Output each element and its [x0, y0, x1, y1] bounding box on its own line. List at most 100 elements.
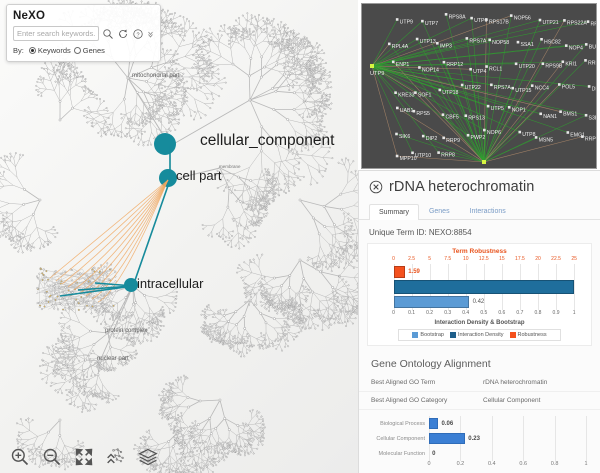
legend-interaction-density: Interaction Density — [449, 332, 504, 338]
legend-robustness: Robustness — [509, 332, 547, 338]
robustness-top-axis: 0 2.5 5 7.5 10 12.5 15 17.5 20 22.5 25 — [372, 256, 587, 264]
legend-interaction-density-label: Interaction Density — [457, 332, 504, 338]
layers-icon[interactable] — [138, 447, 158, 467]
gridline — [586, 416, 587, 431]
collapse-icon[interactable] — [147, 28, 154, 40]
robustness-top-tick: 2.5 — [408, 256, 416, 262]
robustness-bottom-tick: 0.2 — [426, 310, 434, 316]
gene-interaction-network[interactable]: UTP9 UTP7 RPS8A UTP6 RPS17B NOP56 UTP21 RPS22A R… — [361, 3, 597, 169]
help-icon[interactable]: ? — [132, 28, 144, 40]
detail-tabs: Summary Genes Interactions — [359, 199, 600, 220]
robustness-bottom-tick: 0.3 — [444, 310, 452, 316]
gridline — [586, 446, 587, 461]
robustness-top-tick: 17.5 — [515, 256, 525, 262]
app-title: NeXO — [13, 10, 46, 22]
gridline — [523, 416, 525, 431]
gridline — [460, 446, 462, 461]
tab-summary[interactable]: Summary — [369, 204, 419, 220]
go-bar — [429, 433, 466, 444]
robustness-bottom-tick: 0.5 — [480, 310, 488, 316]
robustness-bottom-tick: 0.4 — [462, 310, 470, 316]
close-circle-icon[interactable] — [369, 180, 383, 194]
gridline — [491, 416, 493, 431]
zoom-out-icon[interactable] — [42, 447, 62, 467]
gridline — [574, 264, 576, 310]
view-toolbar — [0, 441, 358, 473]
robustness-top-tick: 12.5 — [478, 256, 489, 262]
go-bar-category: Biological Process — [380, 420, 425, 427]
search-icon[interactable] — [102, 28, 114, 40]
refresh-icon[interactable] — [117, 28, 129, 40]
robustness-bottom-tick: 0.8 — [534, 310, 542, 316]
search-by-label: By: — [13, 46, 24, 55]
gridline — [554, 416, 556, 431]
gridline — [491, 446, 493, 461]
radio-keywords-icon[interactable] — [28, 47, 36, 54]
go-bar-track: 0.23 — [429, 431, 587, 446]
tree-graph[interactable] — [0, 0, 358, 473]
fit-screen-icon[interactable] — [74, 447, 94, 467]
go-axis-tick: 0 — [427, 461, 431, 467]
go-axis-tick: 0.6 — [519, 461, 528, 467]
go-bar-category: Cellular Component — [376, 435, 425, 442]
search-by-keywords[interactable]: Keywords — [28, 46, 71, 55]
ontology-tree-view[interactable]: cellular_component cell part intracellul… — [0, 0, 358, 473]
search-row: ? — [13, 26, 154, 41]
search-panel: NeXO ? — [6, 4, 161, 62]
bar-interaction-density — [393, 280, 575, 294]
tab-interactions[interactable]: Interactions — [469, 208, 506, 215]
go-bar-row: Biological Process 0.06 — [367, 416, 587, 431]
robustness-legend: Bootstrap Interaction Density Robustness — [398, 329, 561, 341]
robustness-top-tick: 25 — [571, 256, 577, 262]
legend-bootstrap: Bootstrap — [412, 332, 444, 338]
go-axis-tick: 0.4 — [487, 461, 496, 467]
robustness-bottom-tick: 0.6 — [498, 310, 506, 316]
tab-genes[interactable]: Genes — [428, 208, 450, 215]
legend-bootstrap-label: Bootstrap — [420, 332, 444, 338]
zoom-in-icon[interactable] — [10, 447, 30, 467]
go-axis: 0 0.2 0.4 0.6 0.8 1 — [427, 461, 588, 470]
go-alignment-title: Gene Ontology Alignment — [371, 358, 491, 370]
robustness-bottom-tick: 0.9 — [552, 310, 560, 316]
kv-key: Best Aligned GO Term — [371, 379, 436, 386]
go-bar — [429, 418, 439, 429]
go-bar-track: 0.06 — [429, 416, 587, 431]
search-by-genes[interactable]: Genes — [73, 46, 105, 55]
go-bar-row: Molecular Function 0 — [367, 446, 587, 461]
gridline — [523, 446, 525, 461]
robustness-top-tick: 7.5 — [444, 256, 452, 262]
legend-robustness-label: Robustness — [517, 332, 547, 338]
go-axis-tick: 0.2 — [456, 461, 465, 467]
bar-bootstrap — [393, 296, 470, 308]
robustness-chart-card: Term Robustness 0 2.5 5 7.5 10 12.5 15 17.5 20 22… — [367, 243, 592, 346]
gridline — [460, 416, 462, 431]
radio-keywords-label: Keywords — [37, 46, 71, 55]
robustness-bottom-tick: 0.7 — [516, 310, 524, 316]
gridline — [554, 446, 556, 461]
robustness-bottom-tick: 0 — [392, 310, 395, 316]
search-input[interactable] — [13, 26, 99, 41]
kv-key: Best Aligned GO Category — [371, 397, 448, 404]
robustness-top-tick: 15 — [499, 256, 505, 262]
robustness-bottom-axis: 0 0.1 0.2 0.3 0.4 0.5 0.6 0.7 0.8 0.9 1 — [372, 310, 587, 319]
page-title: rDNA heterochromatin — [389, 179, 535, 195]
unique-term-id: Unique Term ID: NEXO:8854 — [369, 228, 472, 237]
go-bar-category: Molecular Function — [378, 450, 425, 457]
go-bar-row: Cellular Component 0.23 — [367, 431, 587, 446]
robustness-axis-name: Interaction Density & Bootstrap — [434, 320, 525, 326]
radio-genes-icon[interactable] — [73, 47, 81, 54]
kv-value: Cellular Component — [483, 397, 541, 404]
kv-best-aligned-go-term: Best Aligned GO Term rDNA heterochromati… — [359, 374, 600, 392]
gridline — [429, 446, 430, 461]
collapse-all-icon[interactable] — [106, 447, 126, 467]
go-bar-value: 0.06 — [441, 420, 454, 427]
panel-header: rDNA heterochromatin — [359, 171, 600, 199]
robustness-top-tick: 20 — [535, 256, 541, 262]
go-axis-tick: 1 — [584, 461, 588, 467]
gridline — [586, 431, 587, 446]
robustness-top-tick: 0 — [392, 256, 395, 262]
gridline — [554, 431, 556, 446]
robustness-bottom-tick: 1 — [572, 310, 576, 316]
